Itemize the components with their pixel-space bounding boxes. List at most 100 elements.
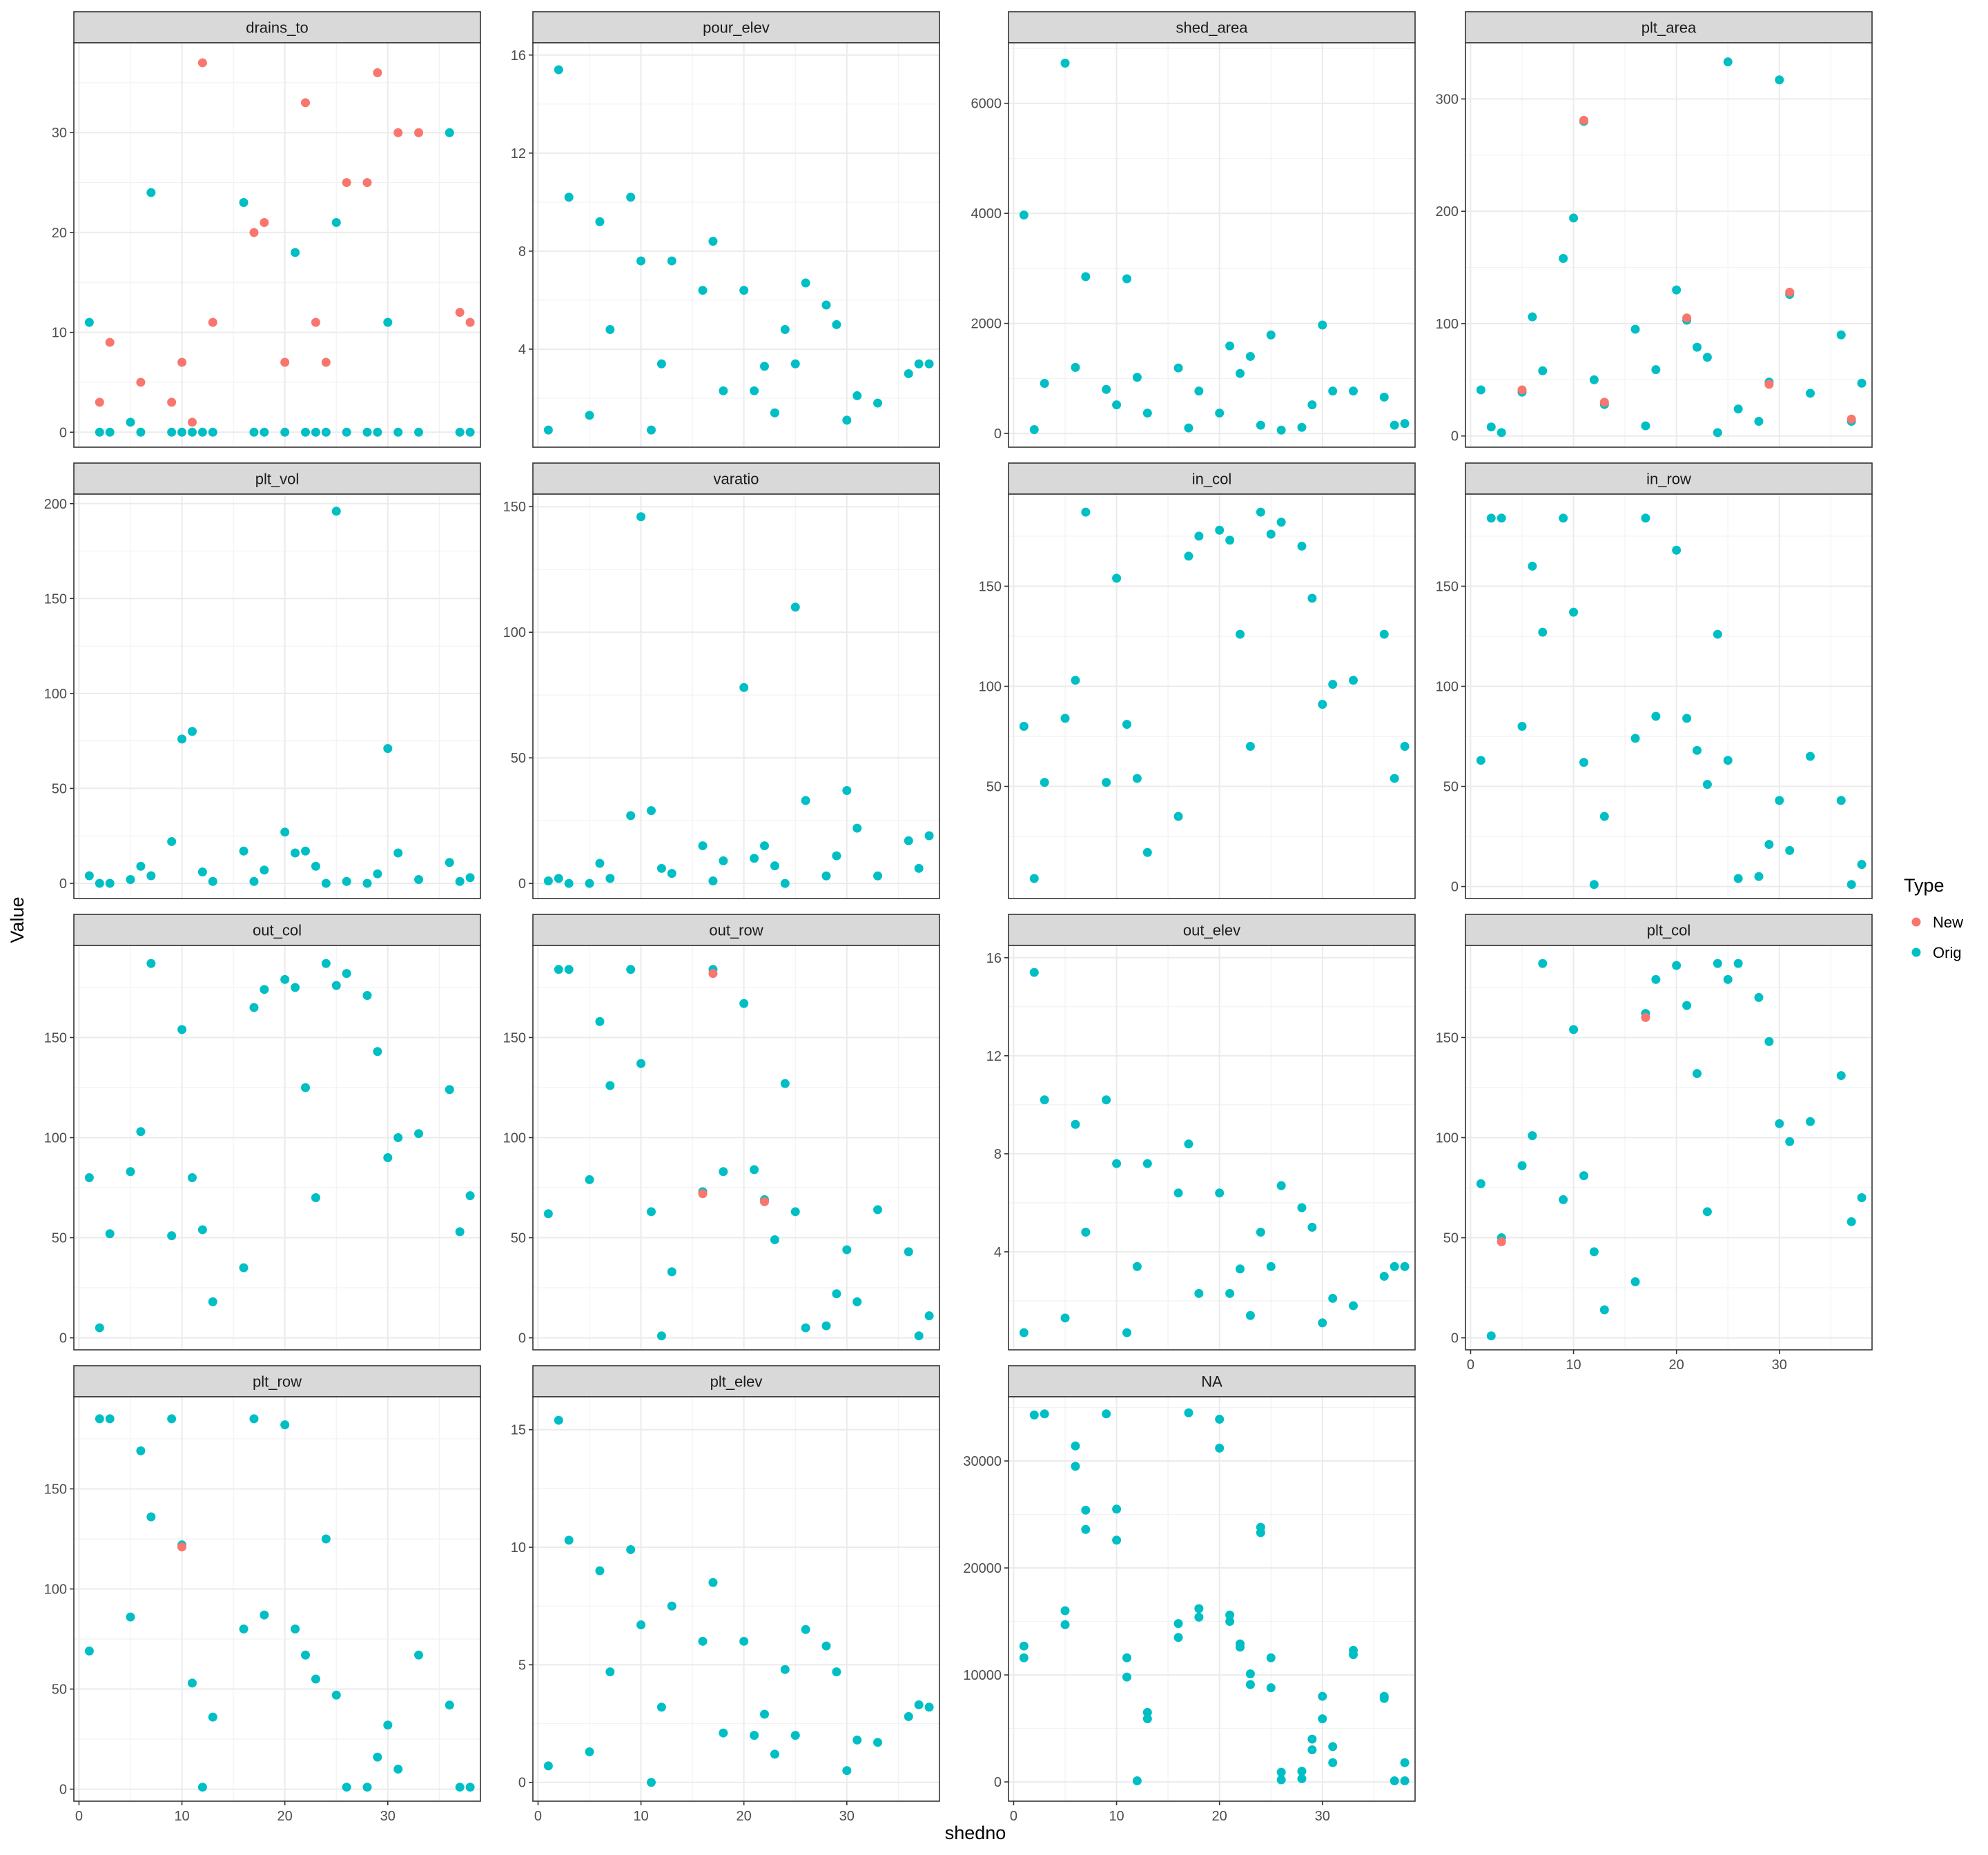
point-orig bbox=[291, 983, 300, 992]
point-orig bbox=[1846, 880, 1856, 890]
legend-item-new: New bbox=[1911, 914, 1963, 931]
y-tick-label: 200 bbox=[44, 497, 67, 512]
point-orig bbox=[197, 867, 207, 876]
point-orig bbox=[208, 1712, 217, 1722]
point-orig bbox=[873, 871, 883, 881]
point-orig bbox=[564, 193, 574, 202]
point-orig bbox=[585, 1175, 594, 1184]
point-orig bbox=[760, 362, 770, 371]
point-orig bbox=[342, 876, 351, 886]
point-orig bbox=[1194, 386, 1204, 396]
x-tick-label: 20 bbox=[1212, 1809, 1227, 1824]
point-orig bbox=[136, 427, 146, 437]
point-orig bbox=[1276, 425, 1286, 435]
point-orig bbox=[801, 278, 810, 288]
point-orig bbox=[1102, 778, 1111, 787]
plot-bg bbox=[74, 43, 480, 447]
point-orig bbox=[1328, 1293, 1338, 1303]
point-new bbox=[208, 317, 217, 327]
legend-item-orig: Orig bbox=[1911, 944, 1962, 961]
point-orig bbox=[1297, 422, 1307, 432]
point-orig bbox=[739, 286, 749, 295]
point-orig bbox=[770, 1235, 779, 1244]
plot-bg bbox=[1465, 494, 1872, 899]
y-tick-label: 15 bbox=[511, 1423, 526, 1438]
point-orig bbox=[1112, 1159, 1122, 1168]
panel-border bbox=[1465, 42, 1873, 448]
y-tick-label: 50 bbox=[52, 781, 67, 796]
panel-shed_area: shed_area 0 2000 4000 6000 bbox=[971, 11, 1416, 448]
point-orig bbox=[656, 1702, 666, 1712]
point-orig bbox=[750, 1165, 759, 1175]
point-orig bbox=[1184, 423, 1193, 433]
panel-border bbox=[73, 945, 481, 1351]
x-tick-label: 20 bbox=[737, 1809, 752, 1824]
panels: drains_to 0 10 20 30 pour_elev 4 8 12 16 shed_area… bbox=[44, 11, 1873, 1824]
point-orig bbox=[1775, 75, 1784, 85]
point-orig bbox=[465, 1191, 475, 1201]
point-orig bbox=[383, 317, 393, 327]
point-orig bbox=[1733, 404, 1743, 414]
point-orig bbox=[362, 1783, 372, 1792]
point-orig bbox=[821, 1321, 831, 1331]
point-orig bbox=[291, 248, 300, 257]
point-orig bbox=[187, 727, 197, 736]
y-tick-label: 150 bbox=[1436, 579, 1459, 594]
panel-plt_col: plt_col 0 50 100 150 0 10 20 30 bbox=[1436, 914, 1873, 1373]
y-tick-label: 100 bbox=[1436, 679, 1459, 694]
point-orig bbox=[126, 1612, 135, 1622]
point-orig bbox=[564, 965, 574, 974]
point-orig bbox=[95, 427, 104, 437]
point-orig bbox=[1142, 1159, 1152, 1168]
y-tick-label: 300 bbox=[1436, 92, 1459, 107]
point-orig bbox=[1693, 342, 1702, 352]
point-orig bbox=[1390, 774, 1399, 783]
point-orig bbox=[1132, 774, 1142, 783]
point-orig bbox=[1559, 1195, 1568, 1204]
point-orig bbox=[1040, 379, 1049, 389]
y-tick-label: 20000 bbox=[963, 1561, 1002, 1576]
point-orig bbox=[1379, 629, 1389, 639]
point-orig bbox=[1245, 742, 1255, 752]
legend-label: Orig bbox=[1933, 944, 1962, 961]
point-orig bbox=[321, 879, 331, 888]
point-orig bbox=[465, 873, 475, 883]
point-orig bbox=[708, 237, 718, 246]
point-orig bbox=[1723, 756, 1733, 765]
point-orig bbox=[750, 1731, 759, 1740]
point-orig bbox=[187, 1173, 197, 1183]
y-tick-label: 6000 bbox=[971, 97, 1002, 112]
legend-label: New bbox=[1933, 914, 1963, 931]
plot-bg bbox=[74, 1397, 480, 1801]
point-orig bbox=[280, 974, 290, 984]
point-orig bbox=[321, 1534, 331, 1544]
point-orig bbox=[1122, 1672, 1131, 1682]
x-tick-label: 30 bbox=[1315, 1809, 1330, 1824]
panel-border bbox=[73, 493, 481, 899]
point-orig bbox=[852, 1735, 862, 1745]
point-orig bbox=[1651, 365, 1661, 375]
point-orig bbox=[924, 831, 934, 841]
point-orig bbox=[414, 1129, 424, 1139]
point-orig bbox=[1019, 1641, 1029, 1651]
point-new bbox=[393, 128, 403, 137]
panel-border bbox=[532, 42, 940, 448]
point-orig bbox=[790, 1731, 800, 1740]
point-orig bbox=[780, 1079, 790, 1088]
point-orig bbox=[585, 879, 594, 888]
point-new bbox=[1682, 313, 1692, 323]
strip-label: NA bbox=[1201, 1373, 1222, 1391]
strip-label: out_elev bbox=[1183, 922, 1240, 939]
point-orig bbox=[1215, 1415, 1225, 1424]
point-orig bbox=[1194, 1612, 1204, 1622]
point-orig bbox=[646, 1778, 656, 1787]
point-orig bbox=[1071, 1119, 1080, 1129]
point-orig bbox=[1349, 676, 1358, 685]
x-tick-label: 30 bbox=[380, 1809, 396, 1824]
panel-border bbox=[1465, 945, 1873, 1351]
point-orig bbox=[595, 858, 605, 868]
point-orig bbox=[595, 1017, 605, 1026]
point-orig bbox=[1307, 593, 1317, 603]
panel-varatio: varatio 0 50 100 150 bbox=[503, 462, 940, 899]
point-orig bbox=[1307, 1745, 1317, 1755]
